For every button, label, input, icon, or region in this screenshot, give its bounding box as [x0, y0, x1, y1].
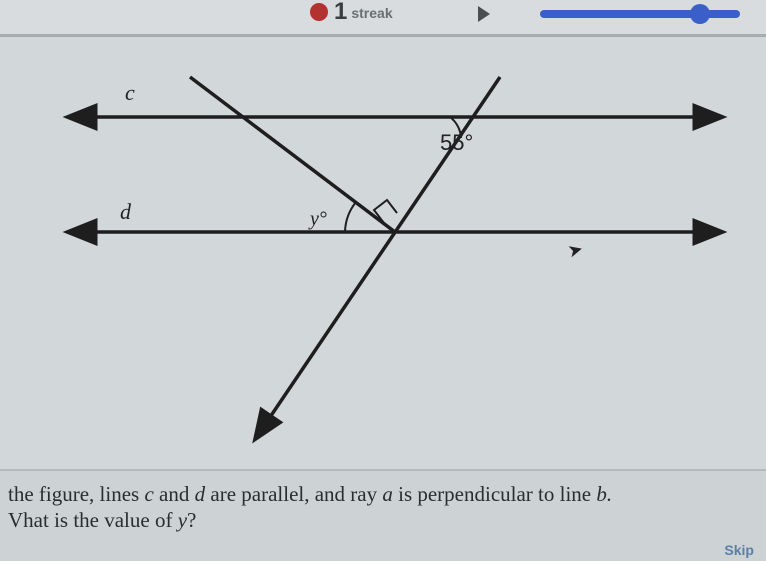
q-text: Vhat is the value of	[8, 508, 178, 532]
q-text: ?	[187, 508, 196, 532]
q-var-y: y	[178, 508, 187, 532]
question-text: the figure, lines c and d are parallel, …	[0, 469, 766, 561]
angle-y-label: y°	[308, 208, 327, 230]
label-d: d	[120, 199, 132, 224]
slider-track	[540, 10, 740, 18]
streak-label: streak	[351, 5, 392, 21]
angle-arc-y	[345, 202, 356, 232]
q-text: the figure, lines	[8, 482, 144, 506]
progress-slider[interactable]	[540, 4, 740, 24]
top-toolbar: 1 streak	[0, 0, 766, 37]
streak-dot-icon	[310, 3, 328, 21]
geometry-diagram: c d 55° y° ➤	[0, 37, 766, 477]
q-text: is perpendicular to line	[393, 482, 597, 506]
play-icon[interactable]	[478, 6, 490, 22]
angle-55-label: 55°	[440, 130, 473, 155]
ray-a	[190, 77, 395, 232]
label-c: c	[125, 80, 135, 105]
streak-number: 1	[334, 0, 347, 26]
slider-knob[interactable]	[690, 4, 710, 24]
streak-indicator: 1 streak	[310, 0, 393, 26]
diagram-svg: c d 55° y°	[0, 37, 766, 477]
q-var-c: c	[144, 482, 153, 506]
q-var-d: d	[195, 482, 206, 506]
skip-button[interactable]: Skip	[724, 542, 754, 560]
q-var-a: a	[382, 482, 393, 506]
q-text: are parallel, and ray	[205, 482, 382, 506]
q-var-b: b.	[596, 482, 612, 506]
q-text: and	[154, 482, 195, 506]
